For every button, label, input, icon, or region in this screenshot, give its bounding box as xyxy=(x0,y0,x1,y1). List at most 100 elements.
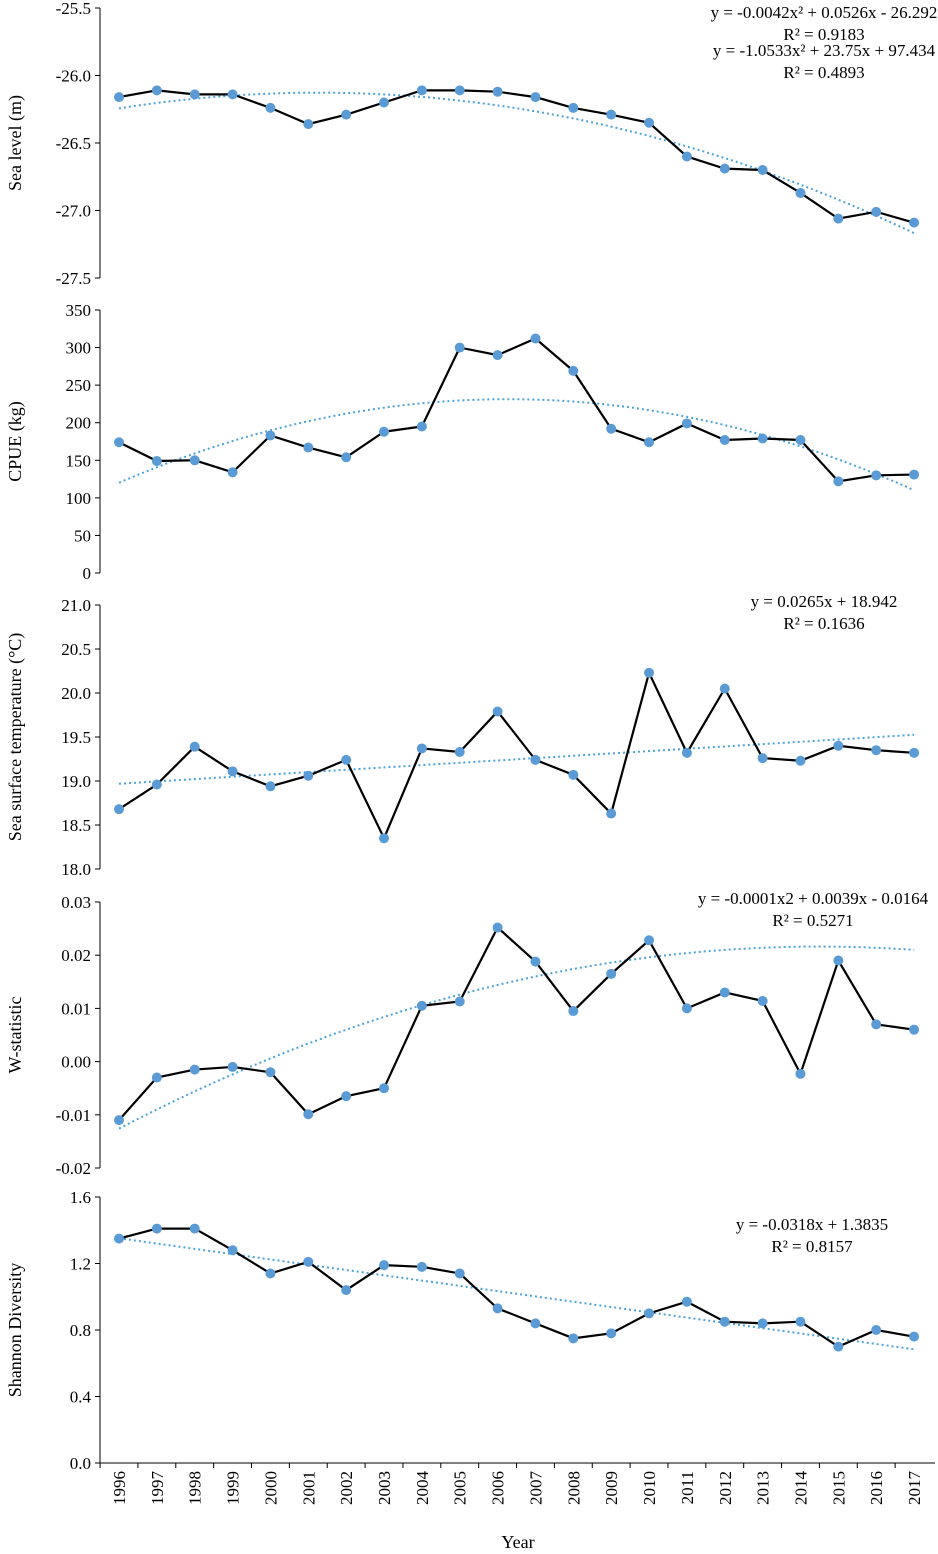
data-point xyxy=(719,1316,730,1327)
data-point xyxy=(681,747,692,758)
data-point xyxy=(189,1223,200,1234)
data-point xyxy=(227,1061,238,1072)
x-tick-label: 1999 xyxy=(224,1471,243,1505)
data-point xyxy=(303,770,314,781)
y-tick-label: 1.6 xyxy=(70,1188,91,1207)
data-point xyxy=(341,1285,352,1296)
data-point xyxy=(719,683,730,694)
data-point xyxy=(909,469,920,480)
data-point xyxy=(606,808,617,819)
y-tick-label: 20.5 xyxy=(61,640,91,659)
series-line xyxy=(118,669,915,841)
series-line xyxy=(118,1227,915,1348)
data-point xyxy=(416,743,427,754)
data-point xyxy=(303,1256,314,1267)
y-axis-title: Sea surface temperature (°C) xyxy=(5,633,26,842)
data-point xyxy=(757,1318,768,1329)
y-tick-label: 0 xyxy=(83,564,92,583)
data-point xyxy=(795,755,806,766)
y-tick-label: 19.0 xyxy=(61,772,91,791)
data-point xyxy=(719,163,730,174)
data-point xyxy=(833,476,844,487)
data-point xyxy=(871,745,882,756)
data-point xyxy=(151,1072,162,1083)
data-point xyxy=(530,956,541,967)
data-point xyxy=(379,1260,390,1271)
data-point xyxy=(795,434,806,445)
x-tick-label: 2012 xyxy=(716,1471,735,1505)
data-point xyxy=(492,922,503,933)
data-point xyxy=(341,109,352,120)
data-point xyxy=(379,97,390,108)
data-point xyxy=(757,433,768,444)
data-point xyxy=(606,423,617,434)
data-point xyxy=(909,747,920,758)
y-tick-label: 0.0 xyxy=(70,1454,91,1473)
data-point xyxy=(644,437,655,448)
y-tick-label: 18.0 xyxy=(61,860,91,879)
data-point xyxy=(909,217,920,228)
y-tick-label: 0.4 xyxy=(70,1388,92,1407)
trendline xyxy=(118,398,915,492)
y-tick-label: -27.0 xyxy=(56,202,91,221)
r-squared: R² = 0.8157 xyxy=(771,1237,853,1256)
data-point xyxy=(379,426,390,437)
data-point xyxy=(454,342,465,353)
data-point xyxy=(681,1003,692,1014)
y-tick-label: 0.02 xyxy=(61,946,91,965)
data-point xyxy=(341,1091,352,1102)
data-point xyxy=(454,1268,465,1279)
y-tick-label: 0.00 xyxy=(61,1053,91,1072)
trend-equation: y = -0.0001x2 + 0.0039x - 0.0164 xyxy=(698,889,929,908)
r-squared: R² = 0.4893 xyxy=(783,63,864,82)
trend-equation: y = -0.0318x + 1.3835 xyxy=(736,1215,888,1234)
y-tick-label: 0.03 xyxy=(61,893,91,912)
x-tick-label: 2017 xyxy=(905,1471,924,1506)
data-point xyxy=(151,85,162,96)
y-axis-title: Sea level (m) xyxy=(5,95,26,191)
data-point xyxy=(114,1233,124,1244)
x-tick-label: 2010 xyxy=(640,1471,659,1505)
data-point xyxy=(303,1109,314,1120)
data-point xyxy=(265,102,276,113)
data-point xyxy=(909,1331,920,1342)
data-point xyxy=(644,667,655,678)
series-line xyxy=(118,337,915,483)
data-point xyxy=(492,1303,503,1314)
data-point xyxy=(833,955,844,966)
x-tick-label: 2008 xyxy=(564,1471,583,1505)
r-squared: R² = 0.5271 xyxy=(772,911,853,930)
y-tick-label: 50 xyxy=(74,526,91,545)
data-point xyxy=(757,165,768,175)
data-point xyxy=(189,741,200,752)
y-tick-label: -0.01 xyxy=(56,1106,91,1125)
data-point xyxy=(568,769,579,780)
y-tick-label: 100 xyxy=(66,489,92,508)
data-point xyxy=(341,754,352,765)
data-point xyxy=(606,968,617,979)
y-tick-label: -0.02 xyxy=(56,1159,91,1178)
x-tick-label: 2001 xyxy=(299,1471,318,1505)
data-point xyxy=(833,740,844,751)
data-point xyxy=(530,1318,541,1329)
x-tick-label: 2013 xyxy=(754,1471,773,1505)
data-point xyxy=(833,213,844,224)
y-axis-title: Shannon Diversity xyxy=(5,1263,25,1398)
y-tick-label: 300 xyxy=(66,339,92,358)
x-tick-label: 1998 xyxy=(186,1471,205,1505)
trend-equation: y = 0.0265x + 18.942 xyxy=(751,592,898,611)
data-point xyxy=(114,437,124,448)
x-tick-label: 2003 xyxy=(375,1471,394,1505)
y-axis-title: CPUE (kg) xyxy=(5,401,26,482)
data-point xyxy=(719,434,730,445)
y-tick-label: -25.5 xyxy=(56,0,91,18)
trend-equation: y = -1.0533x² + 23.75x + 97.434 xyxy=(713,41,936,60)
data-point xyxy=(530,754,541,765)
data-point xyxy=(303,442,314,453)
data-point xyxy=(227,89,238,100)
data-point xyxy=(871,470,882,481)
data-point xyxy=(227,467,238,478)
data-point xyxy=(114,804,124,815)
y-tick-label: -26.0 xyxy=(56,67,91,86)
y-tick-label: -27.5 xyxy=(56,269,91,288)
